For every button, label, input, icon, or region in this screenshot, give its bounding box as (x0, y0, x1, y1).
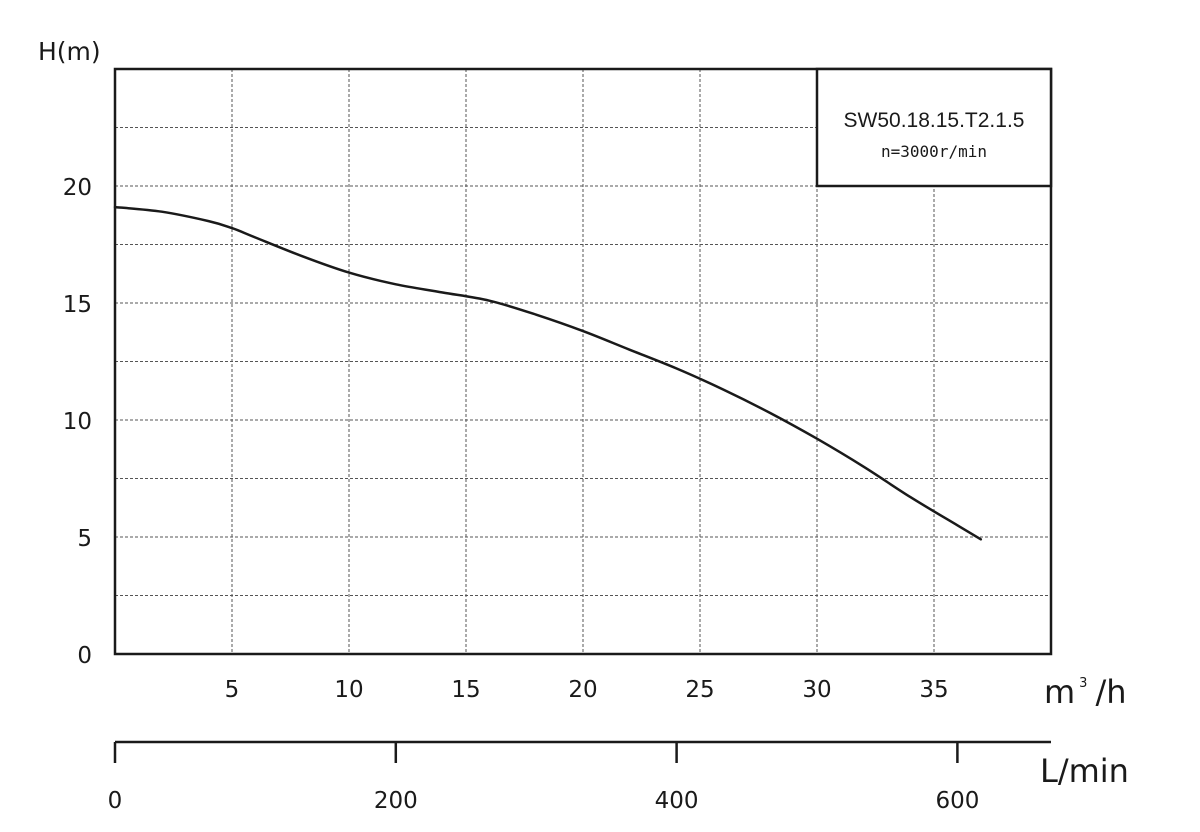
x-tick-label: 35 (919, 677, 948, 703)
secondary-x-tick-label: 0 (108, 788, 123, 814)
y-axis-label: H(m) (38, 37, 101, 66)
head-flow-curve (113, 205, 983, 541)
x-axis-label-base: m (1044, 673, 1075, 711)
x-tick-label: 5 (225, 677, 240, 703)
y-tick-label: 15 (63, 292, 92, 318)
y-tick-label: 20 (63, 175, 92, 201)
y-axis-tick-labels: 0 5 10 15 20 (63, 175, 92, 669)
legend-subtitle: n=3000r/min (881, 142, 987, 161)
x-axis-label: m 3/h (1044, 673, 1127, 711)
plot-frame (113, 67, 1053, 656)
x-axis-label-superscript: 3 (1079, 676, 1087, 691)
x-tick-label: 25 (685, 677, 714, 703)
secondary-x-axis-ticks: 0 200 400 600 (108, 742, 979, 814)
secondary-x-axis-label: L/min (1040, 752, 1129, 790)
y-tick-label: 5 (77, 526, 92, 552)
legend-title: SW50.18.15.T2.1.5 (844, 109, 1025, 132)
legend-box (815, 67, 1053, 188)
secondary-x-tick-label: 600 (935, 788, 979, 814)
x-tick-label: 20 (568, 677, 597, 703)
secondary-x-tick-label: 200 (374, 788, 418, 814)
x-axis-tick-labels: 5 10 15 20 25 30 35 (225, 677, 949, 703)
y-tick-label: 0 (77, 643, 92, 669)
y-tick-label: 10 (63, 409, 92, 435)
x-axis-label-rest: /h (1095, 673, 1126, 711)
secondary-x-tick-label: 400 (655, 788, 699, 814)
x-tick-label: 10 (334, 677, 363, 703)
x-tick-label: 15 (451, 677, 480, 703)
x-tick-label: 30 (802, 677, 831, 703)
